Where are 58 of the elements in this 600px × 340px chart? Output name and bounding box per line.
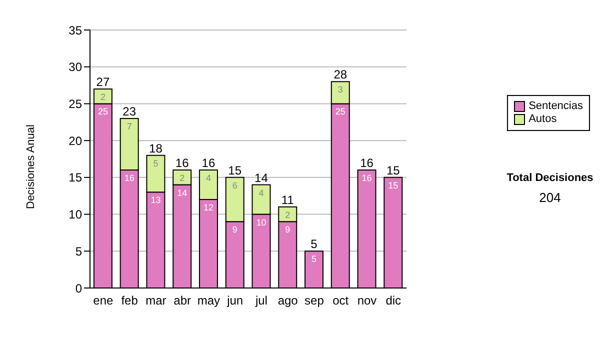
- data-label: 3: [338, 84, 343, 95]
- data-label: 25: [335, 106, 346, 117]
- x-tick-label: jun: [226, 294, 244, 308]
- y-axis-title: Decisiones Anual: [24, 124, 37, 209]
- data-label: 2: [100, 92, 106, 102]
- data-label: 5: [311, 254, 317, 264]
- total-label: 16: [360, 156, 374, 170]
- total-label: 16: [202, 156, 216, 170]
- total-label: 11: [281, 192, 294, 207]
- data-label: 9: [232, 224, 238, 235]
- y-tick-label: 35: [68, 23, 82, 38]
- total-label: 23: [122, 104, 136, 118]
- data-label: 4: [258, 188, 264, 198]
- y-tick-label: 20: [68, 134, 82, 148]
- data-label: 10: [256, 217, 266, 228]
- y-tick-label: 10: [68, 208, 82, 222]
- data-label: 6: [232, 180, 238, 190]
- total-label: 15: [228, 163, 242, 178]
- data-label: 15: [388, 180, 398, 190]
- x-tick-label: nov: [357, 294, 377, 308]
- data-label: 12: [203, 202, 214, 213]
- x-tick-label: dic: [386, 294, 402, 308]
- y-tick-label: 30: [68, 60, 82, 74]
- legend-label: Sentencias: [528, 100, 583, 113]
- data-label: 14: [177, 188, 188, 198]
- total-label: 18: [149, 141, 163, 156]
- y-tick-label: 0: [75, 281, 82, 296]
- data-label: 2: [180, 173, 185, 184]
- total-label: 16: [175, 156, 190, 170]
- x-tick-label: oct: [332, 294, 350, 308]
- data-label: 7: [126, 121, 132, 132]
- data-label: 13: [150, 195, 161, 206]
- text: Total Decisiones: [506, 172, 594, 184]
- data-label: 4: [206, 173, 211, 184]
- data-label: 5: [153, 158, 158, 168]
- x-tick-label: abr: [174, 294, 192, 308]
- x-tick-label: feb: [121, 294, 138, 308]
- x-tick-label: may: [197, 294, 220, 308]
- data-label: 16: [362, 173, 372, 184]
- text: 204: [538, 190, 562, 205]
- data-label: 25: [98, 106, 108, 117]
- x-tick-label: jul: [254, 294, 268, 308]
- total-label: 28: [334, 68, 348, 82]
- data-label: 16: [124, 173, 134, 184]
- x-tick-label: mar: [146, 294, 166, 308]
- x-tick-label: ago: [278, 294, 298, 308]
- total-label: 15: [386, 163, 400, 178]
- total-label: 27: [96, 74, 110, 89]
- data-label: 2: [285, 210, 290, 220]
- y-tick-label: 15: [68, 170, 82, 185]
- y-tick-label: 5: [75, 244, 82, 258]
- total-label: 5: [310, 237, 318, 252]
- data-label: 9: [285, 224, 290, 235]
- x-tick-label: sep: [304, 294, 324, 308]
- total-label: 14: [254, 170, 268, 185]
- legend-label: Autos: [528, 113, 557, 126]
- y-tick-label: 25: [68, 96, 82, 111]
- x-tick-label: ene: [93, 294, 114, 308]
